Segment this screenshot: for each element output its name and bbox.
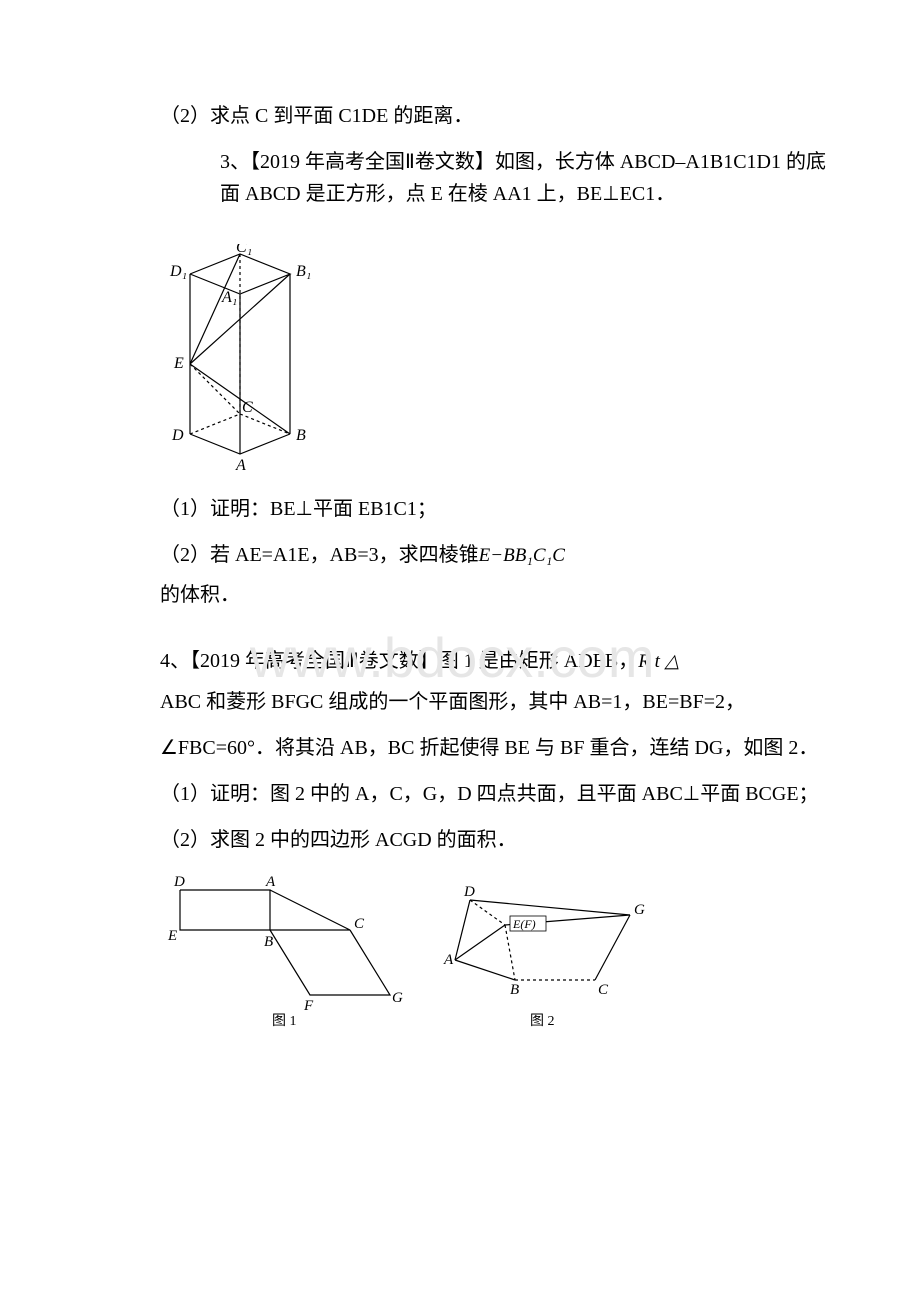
label-d: D [171,427,184,444]
label-c1: C₁ [236,244,252,256]
label-e: E [173,355,184,372]
f2-label-g: G [392,990,403,1006]
f2b-label-c: C [598,982,609,998]
f2b-label-a: A [443,952,454,968]
problem-3-part2-math: E−BB₁C₁C [479,545,565,566]
figure-cuboid: D₁ C₁ B₁ A₁ E D C B A [160,244,920,479]
f2-label-a: A [265,874,276,890]
figure-unfold: D A E B C F G 图 1 D G C B A E(F) 图 2 [160,870,920,1035]
problem-4-stem-b: ABC 和菱形 BFGC 组成的一个平面图形，其中 AB=1，BE=BF=2， [160,691,745,713]
label-d1: D₁ [169,263,187,280]
problem-3-stem: 3、【2019 年高考全国Ⅱ卷文数】如图，长方体 ABCD–A1B1C1D1 的… [220,146,840,210]
watermark: www.bdocx.com [250,625,655,690]
label-a1: A₁ [221,289,237,306]
f2b-label-g: G [634,902,645,918]
label-b1: B₁ [296,263,311,280]
f2b-label-ef: E(F) [512,917,536,931]
f2-label-e: E [167,928,177,944]
label-a: A [235,457,246,474]
problem-3-part2-a: （2）若 AE=A1E，AB=3，求四棱锥 [160,544,479,566]
f2b-label-b: B [510,982,519,998]
problem-4-stem-c: ∠FBC=60°．将其沿 AB，BC 折起使得 BE 与 BF 重合，连结 DG… [160,732,840,764]
f2-caption-1: 图 1 [272,1014,297,1029]
problem-4-part2: （2）求图 2 中的四边形 ACGD 的面积． [160,824,920,856]
problem-3-part2: （2）若 AE=A1E，AB=3，求四棱锥E−BB₁C₁C [160,539,920,571]
problem-3-part1: （1）证明：BE⊥平面 EB1C1； [160,493,920,525]
label-c: C [242,399,253,416]
f2-label-b: B [264,934,273,950]
f2-label-f: F [303,998,314,1014]
problem-3-part2-b: 的体积． [160,579,920,611]
f2-label-c: C [354,916,365,932]
problem-2-part2: （2）求点 C 到平面 C1DE 的距离． [160,100,920,132]
f2-label-d: D [173,874,185,890]
f2b-label-d: D [463,884,475,900]
f2-caption-2: 图 2 [530,1014,555,1029]
label-b: B [296,427,306,444]
problem-4-part1: （1）证明：图 2 中的 A，C，G，D 四点共面，且平面 ABC⊥平面 BCG… [160,778,840,810]
